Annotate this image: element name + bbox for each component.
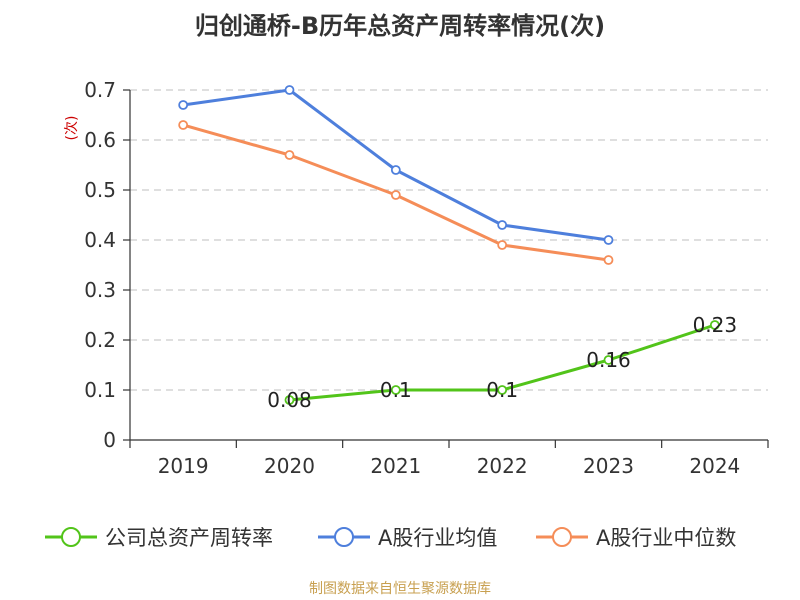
data-label: 0.23 bbox=[693, 313, 738, 337]
data-label: 0.08 bbox=[267, 388, 312, 412]
y-tick-label: 0.6 bbox=[84, 128, 116, 152]
data-label: 0.1 bbox=[380, 378, 412, 402]
data-point bbox=[284, 395, 295, 405]
series-0 bbox=[284, 320, 720, 405]
series-lines bbox=[178, 85, 720, 405]
data-labels: 0.08 0.1 0.1 0.16 0.23 bbox=[267, 313, 737, 412]
y-tick-label: 0.1 bbox=[84, 378, 116, 402]
x-tick-label: 2019 bbox=[158, 454, 209, 478]
series-1 bbox=[178, 85, 614, 245]
grid-lines bbox=[130, 89, 768, 391]
data-point bbox=[603, 235, 614, 245]
x-tick-label: 2022 bbox=[477, 454, 528, 478]
data-point bbox=[390, 165, 401, 175]
y-tick-label: 0 bbox=[103, 428, 116, 452]
legend-label: 公司总资产周转率 bbox=[105, 526, 273, 550]
data-point bbox=[178, 100, 189, 110]
legend-marker bbox=[61, 527, 81, 547]
data-point bbox=[709, 320, 720, 330]
series-line bbox=[182, 88, 609, 242]
data-label: 0.16 bbox=[586, 348, 631, 372]
legend-item-1[interactable]: A股行业均值 bbox=[318, 526, 497, 550]
legend-label: A股行业均值 bbox=[378, 526, 497, 550]
legend-item-0[interactable]: 公司总资产周转率 bbox=[45, 526, 273, 550]
data-point bbox=[497, 240, 508, 250]
y-tick-label: 0.4 bbox=[84, 228, 116, 252]
data-point bbox=[178, 120, 189, 130]
y-tick-label: 0.3 bbox=[84, 278, 116, 302]
chart-title: 归创通桥-B历年总资产周转率情况(次) bbox=[194, 12, 606, 40]
data-point bbox=[390, 385, 401, 395]
data-label: 0.1 bbox=[486, 378, 518, 402]
y-tick-label: 0.5 bbox=[84, 178, 116, 202]
x-tick-label: 2020 bbox=[264, 454, 315, 478]
data-point bbox=[603, 355, 614, 365]
data-point bbox=[603, 255, 614, 265]
x-tick-label: 2024 bbox=[689, 454, 740, 478]
legend-marker bbox=[552, 527, 572, 547]
y-tick-label: 0.2 bbox=[84, 328, 116, 352]
legend[interactable]: 公司总资产周转率 A股行业均值 A股行业中位数 bbox=[45, 526, 736, 550]
x-tick-label: 2021 bbox=[370, 454, 421, 478]
x-tick-label: 2023 bbox=[583, 454, 634, 478]
data-point bbox=[497, 385, 508, 395]
axes: 0 0.1 0.2 0.3 0.4 0.5 0.6 0.7 2019 2020 2021 2022 20… bbox=[64, 78, 769, 478]
series-2 bbox=[178, 120, 614, 265]
legend-marker bbox=[334, 527, 354, 547]
data-point bbox=[497, 220, 508, 230]
y-tick-label: 0.7 bbox=[84, 78, 116, 102]
source-note: 制图数据来自恒生聚源数据库 bbox=[309, 581, 491, 597]
data-point bbox=[284, 85, 295, 95]
legend-item-2[interactable]: A股行业中位数 bbox=[536, 526, 736, 550]
data-point bbox=[284, 150, 295, 160]
data-point bbox=[390, 190, 401, 200]
y-axis-label: (次) bbox=[64, 116, 80, 141]
legend-label: A股行业中位数 bbox=[596, 526, 736, 550]
